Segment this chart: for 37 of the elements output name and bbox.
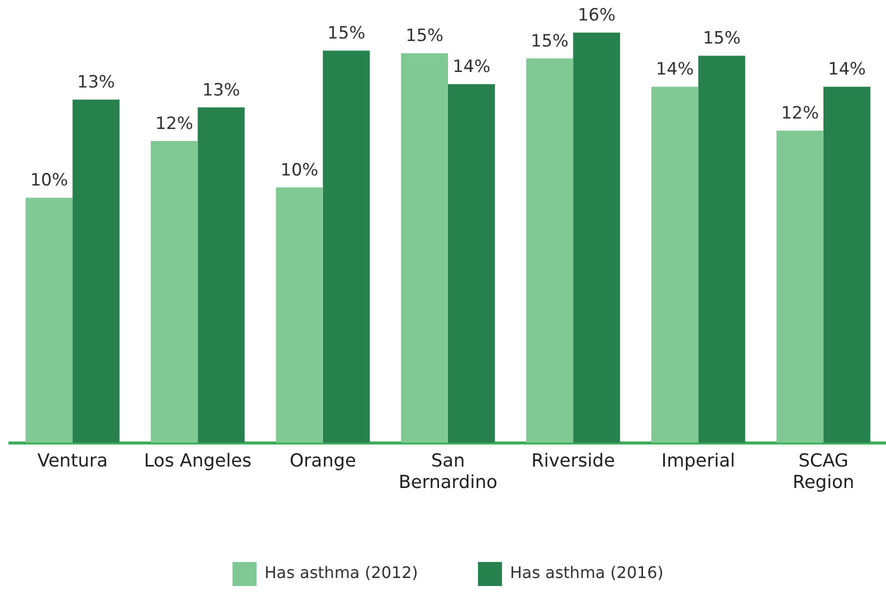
bar — [150, 140, 198, 443]
bar — [322, 50, 370, 443]
x-tick-label: Los Angeles — [144, 450, 252, 472]
legend-label: Has asthma (2016) — [510, 563, 664, 582]
data-label: 15% — [327, 24, 366, 44]
data-label: 13% — [77, 72, 115, 93]
legend-label: Has asthma (2012) — [264, 563, 418, 582]
x-tick-label: SCAG Region — [792, 450, 854, 493]
data-label: 15% — [406, 26, 444, 46]
bar — [651, 86, 698, 443]
data-label: 14% — [656, 60, 694, 80]
bar — [698, 56, 746, 443]
x-tick-label: Imperial — [661, 450, 736, 472]
x-tick-label: Ventura — [37, 450, 108, 472]
data-label: 10% — [30, 170, 68, 191]
x-tick-label: Riverside — [531, 450, 615, 472]
bar — [401, 53, 448, 443]
data-label: 15% — [702, 28, 741, 49]
x-tick-label: San Bernardino — [398, 450, 498, 493]
data-label: 12% — [155, 114, 194, 134]
bar — [823, 86, 870, 443]
data-label: 13% — [202, 80, 240, 100]
bar — [276, 187, 323, 443]
bar — [198, 107, 245, 443]
data-label: 16% — [578, 6, 616, 26]
bar — [526, 58, 574, 443]
bar — [26, 198, 73, 443]
data-label: 14% — [828, 60, 866, 80]
x-tick-label: Orange — [290, 450, 356, 472]
data-label: 10% — [280, 160, 318, 180]
bar — [72, 100, 120, 443]
bar — [573, 32, 620, 443]
data-label: 12% — [781, 104, 819, 124]
bar — [776, 130, 824, 443]
data-label: 14% — [452, 57, 490, 78]
data-label: 15% — [530, 31, 569, 52]
bar — [448, 84, 495, 443]
